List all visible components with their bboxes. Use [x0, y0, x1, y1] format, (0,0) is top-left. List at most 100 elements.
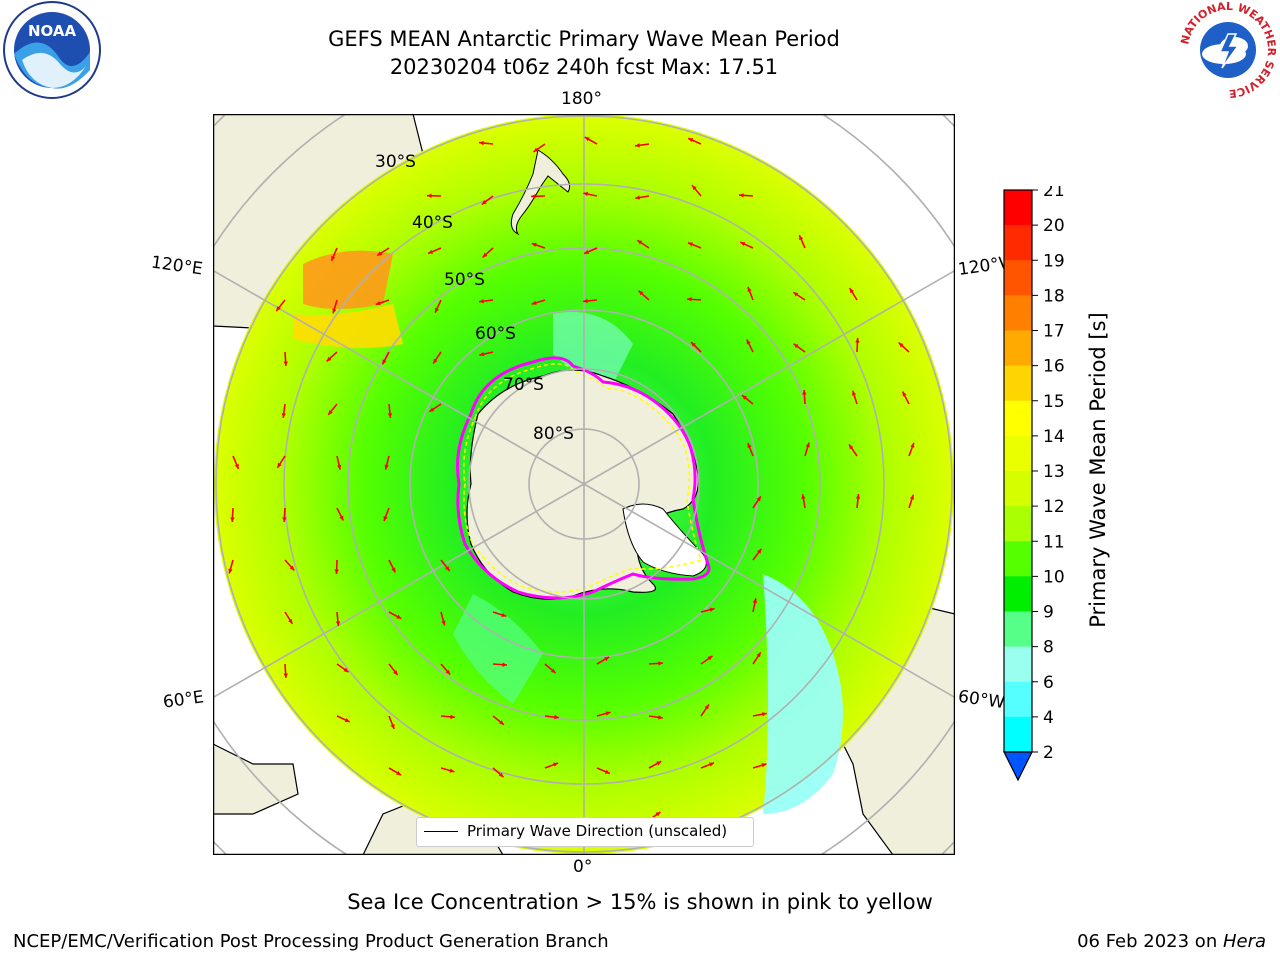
colorbar-segment	[1004, 541, 1032, 577]
wave-arrow-head	[499, 720, 504, 725]
wave-arrow-head	[281, 413, 286, 418]
wave-arrow-head	[801, 494, 806, 499]
wave-arrow-head	[747, 286, 752, 292]
wave-arrow-head	[658, 661, 663, 666]
colorbar: 21 20 19 18 17 16 15 14 13 12 11 10 9 8 6 4 2	[1000, 181, 1080, 786]
wave-arrow-head	[481, 199, 487, 205]
wave-arrow-head	[746, 339, 751, 345]
wave-arrow-head	[427, 193, 432, 198]
high-period-region	[303, 250, 393, 309]
wave-arrow-head	[604, 656, 610, 662]
wave-arrow-head	[288, 618, 293, 624]
wave-arrow-head	[387, 413, 393, 418]
wave-arrow-head	[902, 391, 907, 397]
wave-arrow-head	[337, 464, 342, 470]
wave-arrow-head	[709, 762, 715, 767]
wave-arrow-head	[482, 252, 488, 258]
wave-arrow-head	[752, 598, 758, 604]
wave-arrow-head	[761, 763, 767, 768]
wave-arrow-head	[343, 667, 349, 673]
wave-arrow-head	[435, 307, 439, 313]
wave-arrow-head	[656, 761, 662, 766]
colorbar-tick-label: 13	[1043, 462, 1065, 482]
wave-arrow-head	[230, 517, 235, 522]
wave-arrow-head	[910, 442, 915, 448]
wave-arrow-head	[802, 390, 807, 395]
wave-arrow-head	[384, 464, 389, 470]
lon-label-180: 180°	[561, 89, 602, 109]
colorbar-tick-label: 19	[1043, 251, 1065, 271]
wave-arrow-head	[283, 361, 288, 366]
wave-arrow-head	[638, 290, 644, 296]
wave-arrow-head	[433, 358, 438, 364]
wave-arrow-head	[502, 662, 507, 667]
lat-label-70s: 70°S	[503, 375, 544, 395]
wave-arrow-head	[898, 342, 904, 348]
footer-date-text: 06 Feb 2023 on	[1077, 931, 1223, 952]
wave-arrow-head	[658, 715, 663, 720]
wave-arrow-head	[289, 565, 295, 571]
wave-arrow-head	[335, 621, 341, 626]
wave-arrow-head	[740, 242, 746, 247]
colorbar-segment	[1004, 471, 1032, 507]
wave-arrow-head	[326, 356, 332, 362]
lon-label-0: 0°	[573, 857, 593, 877]
wave-arrow-head	[501, 612, 507, 617]
wave-arrow-head	[742, 395, 747, 400]
wave-arrow-head	[393, 670, 398, 676]
graticule	[213, 114, 955, 855]
wave-arrow-head	[390, 724, 395, 730]
colorbar-tick-label: 15	[1043, 392, 1065, 412]
wave-arrow-head	[761, 712, 767, 717]
colorbar-tick-label: 2	[1043, 743, 1054, 763]
wave-arrow-head	[704, 704, 709, 710]
colorbar-segment	[1004, 400, 1032, 437]
wave-arrow-head	[554, 714, 559, 720]
polar-map: 30°S 40°S 50°S 60°S 70°S 80°S Primary Wa…	[212, 113, 956, 856]
wave-arrow-head	[498, 772, 504, 778]
lat-label-50s: 50°S	[444, 270, 485, 290]
colorbar-tick-label: 9	[1043, 603, 1054, 623]
colorbar-segment	[1004, 225, 1032, 261]
wave-arrow-head	[396, 770, 402, 776]
wave-arrow-head	[228, 568, 233, 574]
new-zealand	[510, 149, 571, 236]
colorbar-segment	[1004, 330, 1032, 367]
wave-arrow-head	[445, 566, 450, 572]
wave-arrow-head	[450, 714, 455, 720]
wave-arrow-head	[635, 195, 640, 200]
wave-arrow-head	[855, 494, 861, 499]
noaa-logo: NOAA	[0, 0, 104, 100]
wave-arrow-head	[739, 193, 744, 198]
colorbar-segment	[1004, 681, 1032, 718]
wave-arrow-head	[707, 656, 713, 661]
wave-arrow-head	[377, 251, 383, 256]
colorbar-segment	[1004, 295, 1032, 331]
wave-arrow-head	[449, 768, 455, 773]
wave-arrow-head	[531, 300, 537, 305]
wave-arrow-head	[855, 338, 860, 343]
wave-arrow-head	[655, 811, 661, 817]
wave-arrow-head	[805, 442, 810, 448]
colorbar-segment	[1004, 611, 1032, 648]
nws-logo: NATIONAL WEATHER SERVICE	[1176, 0, 1280, 100]
low-period-region	[763, 574, 843, 814]
colorbar-segment	[1004, 260, 1032, 296]
colorbar-segment	[1004, 435, 1032, 472]
wave-arrow-head	[687, 297, 692, 302]
chart-subtitle: 20230204 t06z 240h fcst Max: 17.51	[389, 55, 779, 79]
colorbar-segment	[1004, 365, 1032, 402]
colorbar-label: Primary Wave Mean Period [s]	[1086, 312, 1110, 628]
lon-label-120e: 120°E	[149, 252, 204, 280]
colorbar-tick-label: 20	[1043, 216, 1065, 236]
wave-arrow-head	[479, 352, 485, 357]
sea-ice-note: Sea Ice Concentration > 15% is shown in …	[347, 890, 933, 914]
colorbar-segment	[1004, 506, 1032, 542]
wave-arrow-head	[344, 718, 350, 722]
colorbar-tick-label: 4	[1043, 708, 1054, 728]
wave-arrow-head	[605, 711, 611, 716]
lon-label-60e: 60°E	[161, 687, 206, 713]
wave-arrow-head	[441, 620, 446, 626]
wave-arrow-head	[276, 306, 281, 311]
wave-arrow-head	[383, 516, 388, 522]
